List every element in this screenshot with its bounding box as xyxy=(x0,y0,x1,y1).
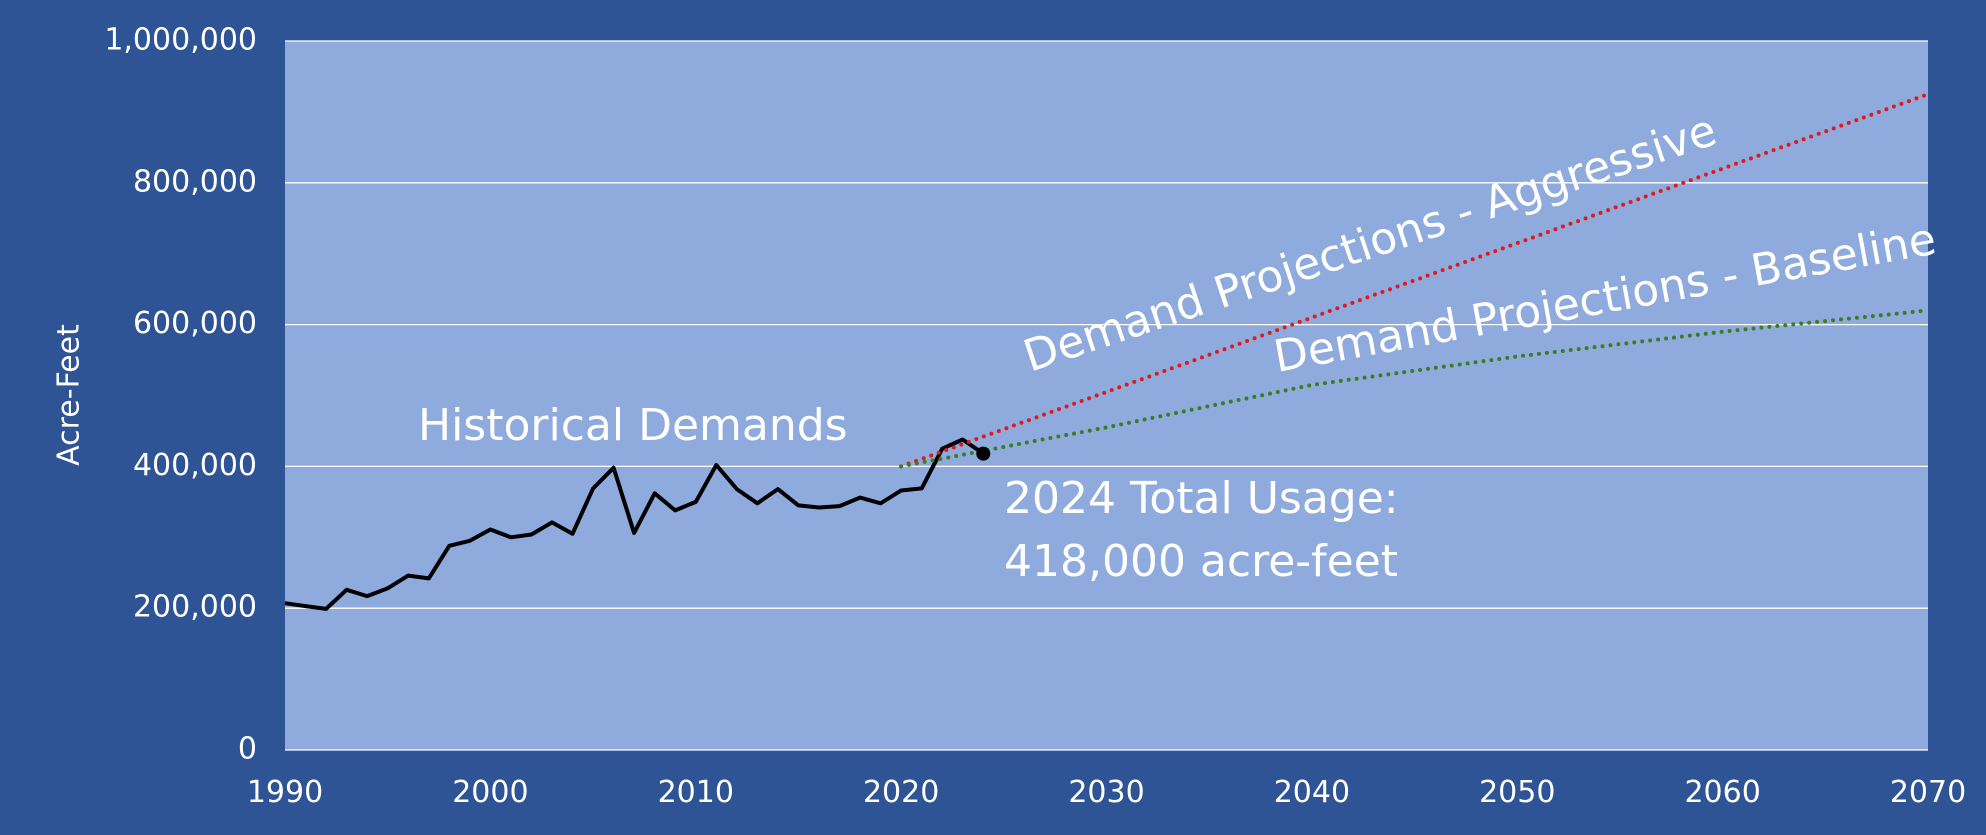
annotation: 2024 Total Usage: xyxy=(1004,473,1399,524)
x-tick-label: 2030 xyxy=(1068,775,1144,810)
series-line xyxy=(284,437,985,611)
x-tick-label: 2070 xyxy=(1890,775,1966,810)
annotation: Historical Demands xyxy=(418,400,848,451)
series-line xyxy=(899,92,1930,469)
y-tick-label: 800,000 xyxy=(133,164,257,199)
y-tick-label: 0 xyxy=(238,732,257,767)
x-tick-label: 2000 xyxy=(452,775,528,810)
x-tick-label: 2010 xyxy=(658,775,734,810)
plot-area xyxy=(285,41,1928,750)
y-tick-label: 600,000 xyxy=(133,306,257,341)
x-tick-label: 2060 xyxy=(1684,775,1760,810)
y-axis-label: Acre-Feet xyxy=(52,324,87,466)
y-tick-label: 1,000,000 xyxy=(104,23,257,58)
end-marker xyxy=(976,446,991,461)
x-tick-label: 1990 xyxy=(247,775,323,810)
y-tick-label: 400,000 xyxy=(133,448,257,483)
series-line xyxy=(899,308,1930,469)
x-tick-label: 2040 xyxy=(1274,775,1350,810)
x-tick-label: 2020 xyxy=(863,775,939,810)
annotation: 418,000 acre-feet xyxy=(1004,536,1398,587)
y-tick-label: 200,000 xyxy=(133,590,257,625)
x-tick-label: 2050 xyxy=(1479,775,1555,810)
